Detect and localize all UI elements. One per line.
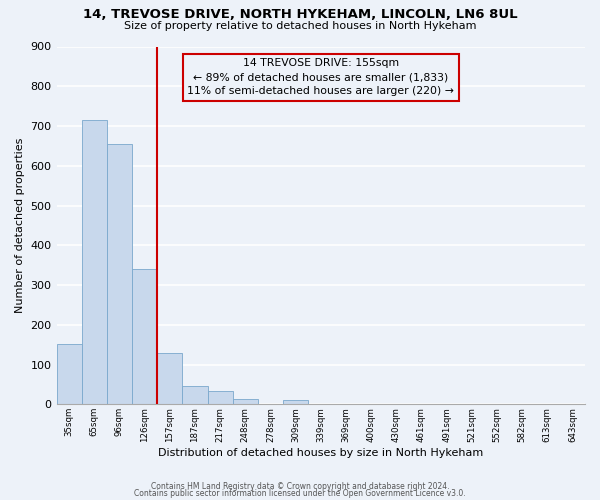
X-axis label: Distribution of detached houses by size in North Hykeham: Distribution of detached houses by size … — [158, 448, 484, 458]
Text: Contains HM Land Registry data © Crown copyright and database right 2024.: Contains HM Land Registry data © Crown c… — [151, 482, 449, 491]
Text: Contains public sector information licensed under the Open Government Licence v3: Contains public sector information licen… — [134, 489, 466, 498]
Bar — [182, 386, 208, 404]
Bar — [157, 352, 182, 405]
Text: Size of property relative to detached houses in North Hykeham: Size of property relative to detached ho… — [124, 21, 476, 31]
Y-axis label: Number of detached properties: Number of detached properties — [15, 138, 25, 313]
Bar — [107, 144, 132, 405]
Bar — [233, 399, 258, 404]
Bar — [208, 391, 233, 404]
Bar — [132, 269, 157, 404]
Bar — [82, 120, 107, 405]
Text: 14, TREVOSE DRIVE, NORTH HYKEHAM, LINCOLN, LN6 8UL: 14, TREVOSE DRIVE, NORTH HYKEHAM, LINCOL… — [83, 8, 517, 20]
Text: 14 TREVOSE DRIVE: 155sqm
← 89% of detached houses are smaller (1,833)
11% of sem: 14 TREVOSE DRIVE: 155sqm ← 89% of detach… — [187, 58, 454, 96]
Bar — [56, 344, 82, 405]
Bar — [283, 400, 308, 404]
